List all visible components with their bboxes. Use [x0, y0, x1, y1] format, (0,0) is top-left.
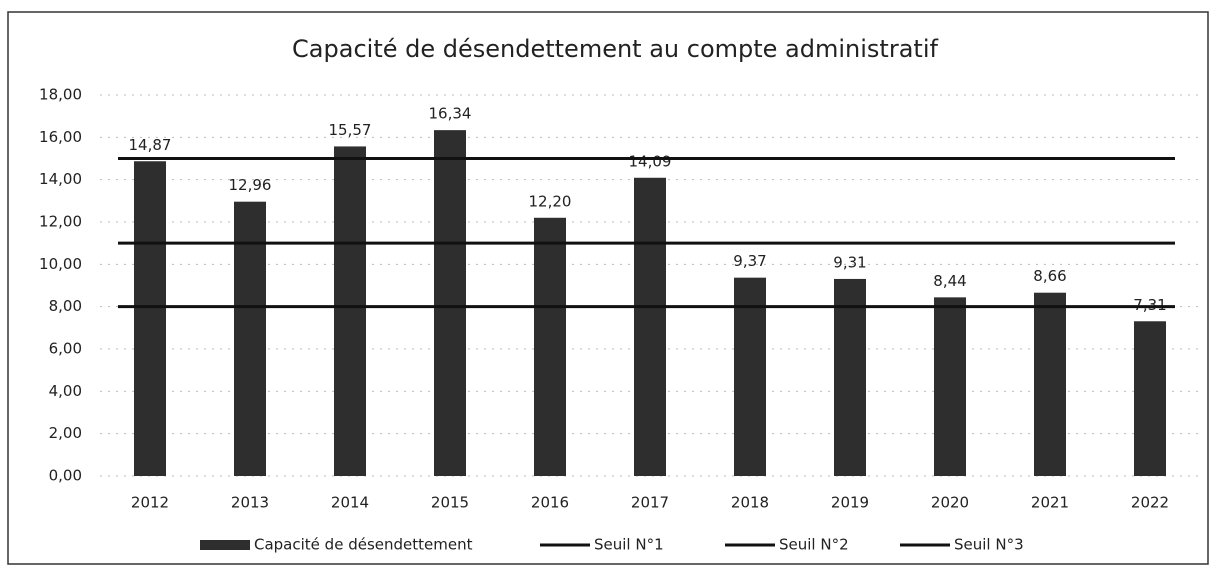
chart-frame [7, 11, 1209, 565]
y-tick-label: 18,00 [39, 86, 82, 104]
value-label: 9,31 [833, 253, 866, 271]
bar [134, 161, 166, 477]
x-tick-label: 2014 [331, 494, 369, 512]
bar [834, 278, 866, 476]
value-label: 8,66 [1033, 267, 1066, 285]
x-tick-label: 2020 [931, 494, 969, 512]
x-tick-label: 2012 [131, 494, 169, 512]
x-tick-label: 2019 [831, 494, 869, 512]
legend-label: Seuil N°3 [954, 536, 1024, 554]
value-label: 16,34 [429, 105, 472, 123]
bar [334, 146, 366, 476]
bar [934, 297, 966, 476]
legend-label: Seuil N°1 [594, 536, 664, 554]
x-tick-label: 2021 [1031, 494, 1069, 512]
bar [1034, 292, 1066, 476]
y-tick-label: 2,00 [49, 424, 82, 442]
legend-label: Capacité de désendettement [254, 536, 473, 554]
bar [534, 217, 566, 476]
y-tick-label: 0,00 [49, 467, 82, 485]
value-label: 14,09 [629, 152, 672, 170]
chart-title: Capacité de désendettement au compte adm… [292, 35, 938, 63]
x-tick-label: 2017 [631, 494, 669, 512]
y-tick-label: 16,00 [39, 128, 82, 146]
value-label: 15,57 [329, 121, 372, 139]
value-label: 8,44 [933, 272, 966, 290]
bar [634, 177, 666, 477]
y-tick-label: 6,00 [49, 340, 82, 358]
y-tick-label: 4,00 [49, 382, 82, 400]
x-tick-label: 2016 [531, 494, 569, 512]
value-label: 14,87 [129, 136, 172, 154]
x-tick-label: 2018 [731, 494, 769, 512]
value-label: 7,31 [1133, 296, 1166, 314]
bar [234, 201, 266, 476]
bar [734, 277, 766, 476]
y-tick-label: 10,00 [39, 255, 82, 273]
y-tick-label: 14,00 [39, 170, 82, 188]
x-tick-label: 2022 [1131, 494, 1169, 512]
x-tick-label: 2013 [231, 494, 269, 512]
y-tick-label: 12,00 [39, 213, 82, 231]
legend-swatch [200, 540, 250, 550]
legend-label: Seuil N°2 [779, 536, 849, 554]
x-tick-label: 2015 [431, 494, 469, 512]
value-label: 12,20 [529, 192, 572, 210]
y-tick-label: 8,00 [49, 297, 82, 315]
value-label: 9,37 [733, 252, 766, 270]
bar [1134, 321, 1166, 476]
value-label: 12,96 [229, 176, 272, 194]
bar [434, 130, 466, 477]
